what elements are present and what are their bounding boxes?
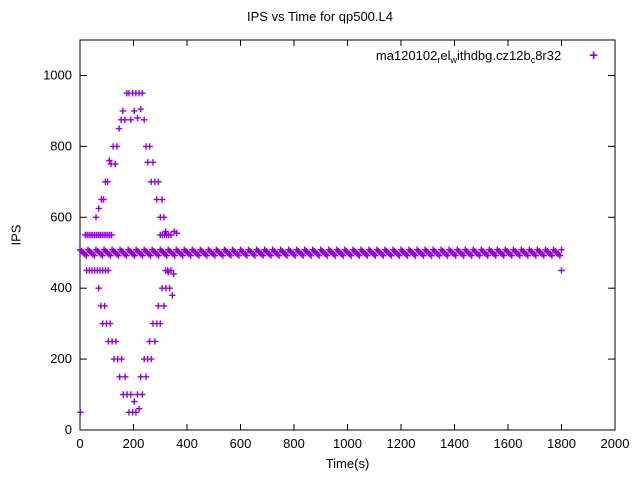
y-tick-label: 200 (50, 351, 72, 366)
y-axis-label: IPS (8, 224, 24, 246)
x-tick-label: 0 (76, 436, 83, 451)
legend-label-segment: ma120102 (375, 48, 438, 63)
y-tick-label: 0 (65, 422, 72, 437)
data-points (76, 90, 565, 416)
x-tick-label: 400 (176, 436, 198, 451)
y-tick-label: 600 (50, 209, 72, 224)
x-tick-label: 1800 (547, 436, 576, 451)
legend-label-segment: el (440, 48, 451, 63)
x-tick-label: 1200 (387, 436, 416, 451)
x-tick-label: 200 (123, 436, 145, 451)
legend-plus-marker-icon: + (589, 47, 598, 64)
y-tick-label: 400 (50, 280, 72, 295)
legend-label-segment: r (437, 55, 441, 65)
x-tick-label: 1000 (333, 436, 362, 451)
legend-label-segment: c (530, 55, 536, 65)
x-tick-label: 800 (283, 436, 305, 451)
x-tick-label: 600 (230, 436, 252, 451)
legend-label-segment: ithdbg.cz12b (456, 48, 531, 63)
legend-label-segment: w (450, 55, 457, 65)
x-axis-label: Time(s) (325, 456, 370, 471)
x-tick-label: 2000 (601, 436, 630, 451)
y-tick-label: 800 (50, 138, 72, 153)
legend-label-segment: 8r32 (535, 48, 562, 63)
chart-title: IPS vs Time for qp500.L4 (247, 9, 393, 24)
x-tick-label: 1400 (440, 436, 469, 451)
x-tick-label: 1600 (494, 436, 523, 451)
y-tick-label: 1000 (43, 67, 72, 82)
legend-series-label: ma120102relwithdbg.cz12bc8r32 (376, 48, 561, 65)
legend: ma120102relwithdbg.cz12bc8r32 + (376, 48, 598, 65)
